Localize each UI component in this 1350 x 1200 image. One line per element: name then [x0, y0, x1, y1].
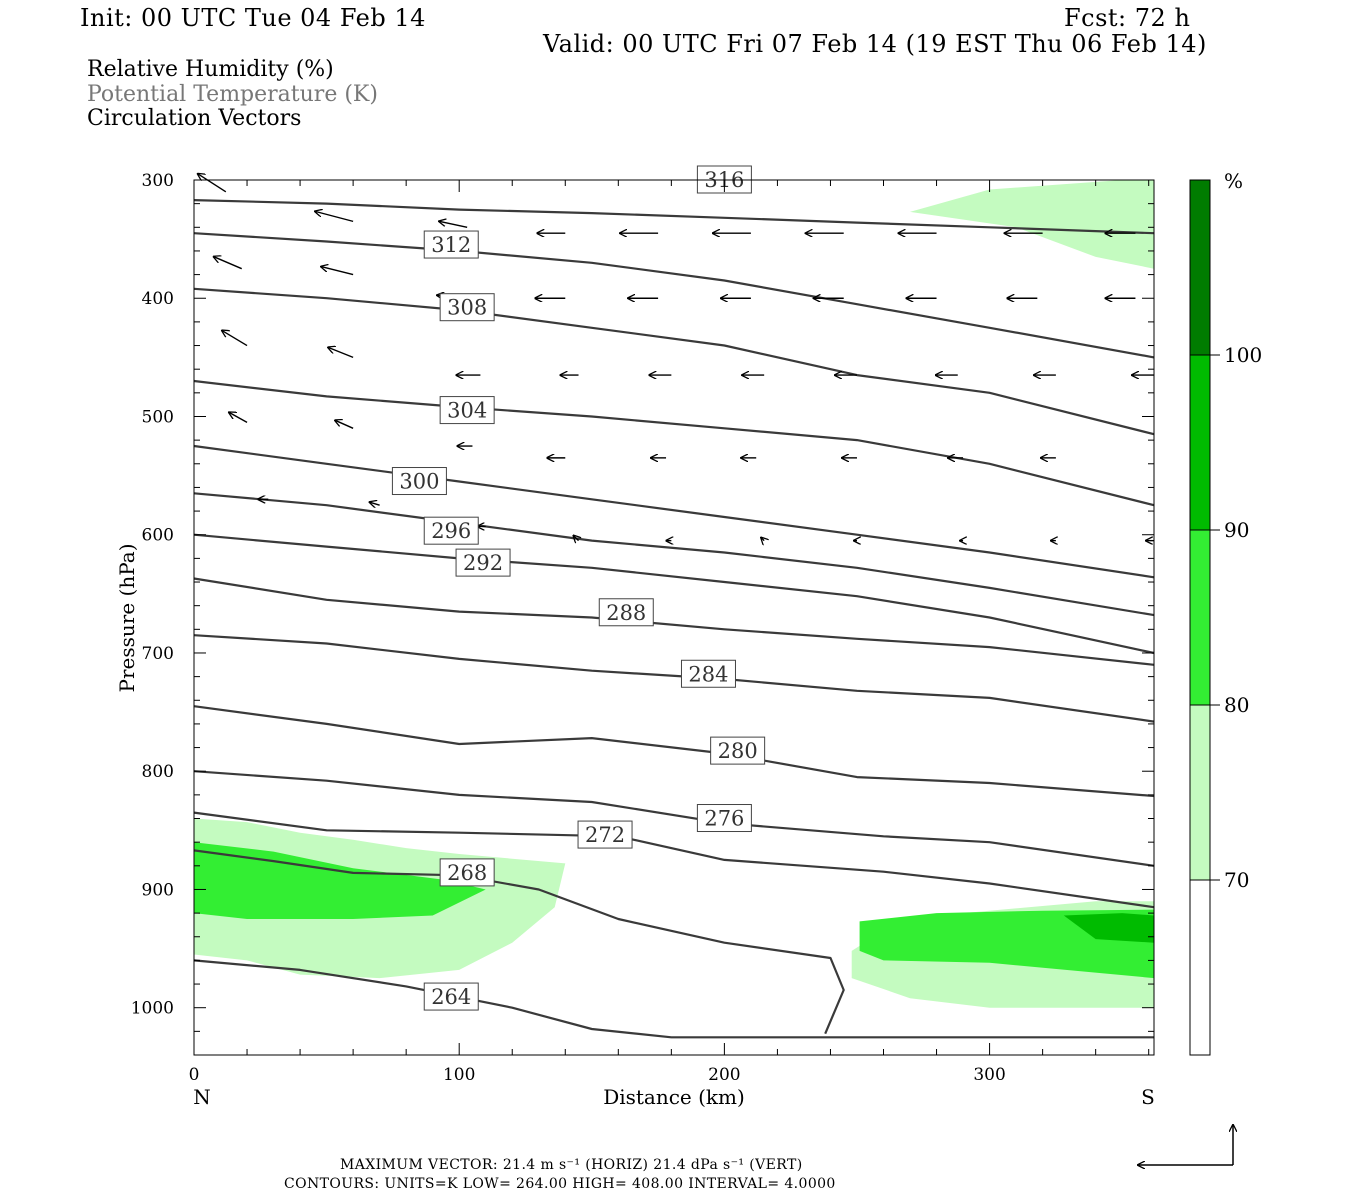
isentrope-300	[193, 444, 1155, 579]
contour-label-264: 264	[431, 985, 471, 1009]
contour-label-300: 300	[399, 470, 439, 494]
contour-label-box-288	[598, 598, 654, 627]
init-time: Init: 00 UTC Tue 04 Feb 14	[80, 4, 426, 32]
contour-label-box-300	[391, 467, 447, 496]
colorbar-level-label: 70	[1224, 868, 1249, 892]
circulation-vector	[222, 331, 248, 347]
isentrope-292	[193, 533, 1155, 655]
colorbar-segment	[1189, 879, 1211, 1056]
isentrope-312	[193, 232, 1155, 359]
contours-note: CONTOURS: UNITS=K LOW= 264.00 HIGH= 408.…	[284, 1176, 836, 1192]
colorbar-segment	[1189, 354, 1211, 531]
circulation-vector	[439, 221, 468, 228]
legend-relative-humidity: Relative Humidity (%)	[87, 57, 334, 82]
contour-label-272: 272	[585, 823, 625, 847]
x-tick-label: 100	[443, 1065, 475, 1085]
rh-70-80-region	[910, 180, 1154, 269]
y-tick-label: 300	[142, 171, 174, 191]
x-tick-label: 300	[973, 1065, 1005, 1085]
contour-label-280: 280	[718, 739, 758, 763]
contour-label-288: 288	[606, 601, 646, 625]
colorbar-level-label: 80	[1224, 693, 1249, 717]
contour-label-box-264	[423, 982, 479, 1011]
colorbar-level-label: 90	[1224, 518, 1249, 542]
colorbar-unit: %	[1224, 169, 1243, 193]
circulation-vector	[335, 420, 354, 429]
y-tick-label: 900	[142, 880, 174, 900]
reference-vector-icon	[1138, 1125, 1233, 1165]
y-tick-label: 1000	[131, 999, 174, 1019]
contour-label-box-280	[710, 736, 766, 765]
contour-label-box-276	[696, 804, 752, 833]
colorbar-segment	[1189, 704, 1211, 881]
rh-90-100-region	[1063, 913, 1154, 943]
contour-label-304: 304	[447, 399, 487, 423]
y-tick-label: 400	[142, 289, 174, 309]
contour-label-box-284	[680, 659, 736, 688]
isentrope-276	[193, 770, 1155, 867]
y-axis-title: Pressure (hPa)	[115, 544, 139, 693]
x-end-label-n: N	[193, 1085, 211, 1109]
circulation-vector	[214, 257, 243, 270]
circulation-vector	[315, 211, 354, 223]
x-end-label-s: S	[1141, 1085, 1155, 1109]
isentrope-296	[193, 492, 1155, 617]
circulation-vector	[370, 502, 380, 505]
y-tick-label: 800	[142, 762, 174, 782]
contour-label-296: 296	[431, 519, 471, 543]
contour-label-box-272	[577, 820, 633, 849]
vector-layer	[198, 174, 1154, 541]
x-tick-label: 200	[708, 1065, 740, 1085]
y-tick-label: 600	[142, 526, 174, 546]
contour-label-layer: 2642682722762802842882922963003043083123…	[391, 165, 766, 1011]
max-vector-note: MAXIMUM VECTOR: 21.4 m s⁻¹ (HORIZ) 21.4 …	[340, 1157, 803, 1173]
valid-time: Valid: 00 UTC Fri 07 Feb 14 (19 EST Thu …	[543, 30, 1207, 58]
contour-label-box-308	[439, 293, 495, 322]
contour-label-box-296	[423, 516, 479, 545]
legend-circulation-vectors: Circulation Vectors	[87, 106, 302, 131]
isentrope-304	[193, 379, 1155, 507]
isentrope-288	[193, 577, 1155, 666]
colorbar: 70 80 90 100	[1189, 179, 1262, 1056]
circulation-vector	[761, 538, 764, 541]
circulation-vector	[321, 267, 354, 276]
isentrope-264	[193, 959, 1154, 1039]
colorbar-level-label: 100	[1224, 343, 1262, 367]
circulation-vector	[328, 347, 354, 359]
isentrope-272	[193, 811, 1155, 909]
isentrope-316	[193, 199, 1155, 235]
isentrope-layer	[193, 199, 1155, 1039]
contour-label-box-304	[439, 396, 495, 425]
contour-label-308: 308	[447, 296, 487, 320]
rh-80-90-region	[194, 842, 486, 919]
x-axis-title: Distance (km)	[603, 1085, 745, 1109]
contour-label-268: 268	[447, 861, 487, 885]
contour-label-312: 312	[431, 233, 471, 257]
contour-label-box-292	[455, 548, 511, 577]
contour-label-box-312	[423, 230, 479, 259]
contour-label-284: 284	[688, 662, 728, 686]
colorbar-segment	[1189, 529, 1211, 706]
y-tick-label: 500	[142, 407, 174, 427]
rh-fill-layer	[194, 180, 1154, 1008]
circulation-vector	[229, 412, 248, 424]
legend-potential-temperature: Potential Temperature (K)	[87, 82, 378, 107]
forecast-hour: Fcst: 72 h	[1064, 4, 1191, 32]
colorbar-segment	[1189, 179, 1211, 356]
isentrope-280	[193, 705, 1155, 798]
contour-label-box-268	[439, 858, 495, 887]
axis-ticks: 0 100 200 300 300 400 500 600 700 800 900 1000	[131, 171, 1154, 1085]
isentrope-284	[193, 634, 1155, 723]
isentrope-268	[193, 849, 845, 1035]
isentrope-308	[193, 287, 1155, 436]
plot-frame	[193, 179, 1155, 1056]
circulation-vector	[198, 174, 227, 193]
y-tick-label: 700	[142, 644, 174, 664]
x-tick-label: 0	[189, 1065, 200, 1085]
contour-label-292: 292	[463, 551, 503, 575]
contour-label-276: 276	[704, 807, 744, 831]
circulation-vector	[574, 536, 579, 541]
